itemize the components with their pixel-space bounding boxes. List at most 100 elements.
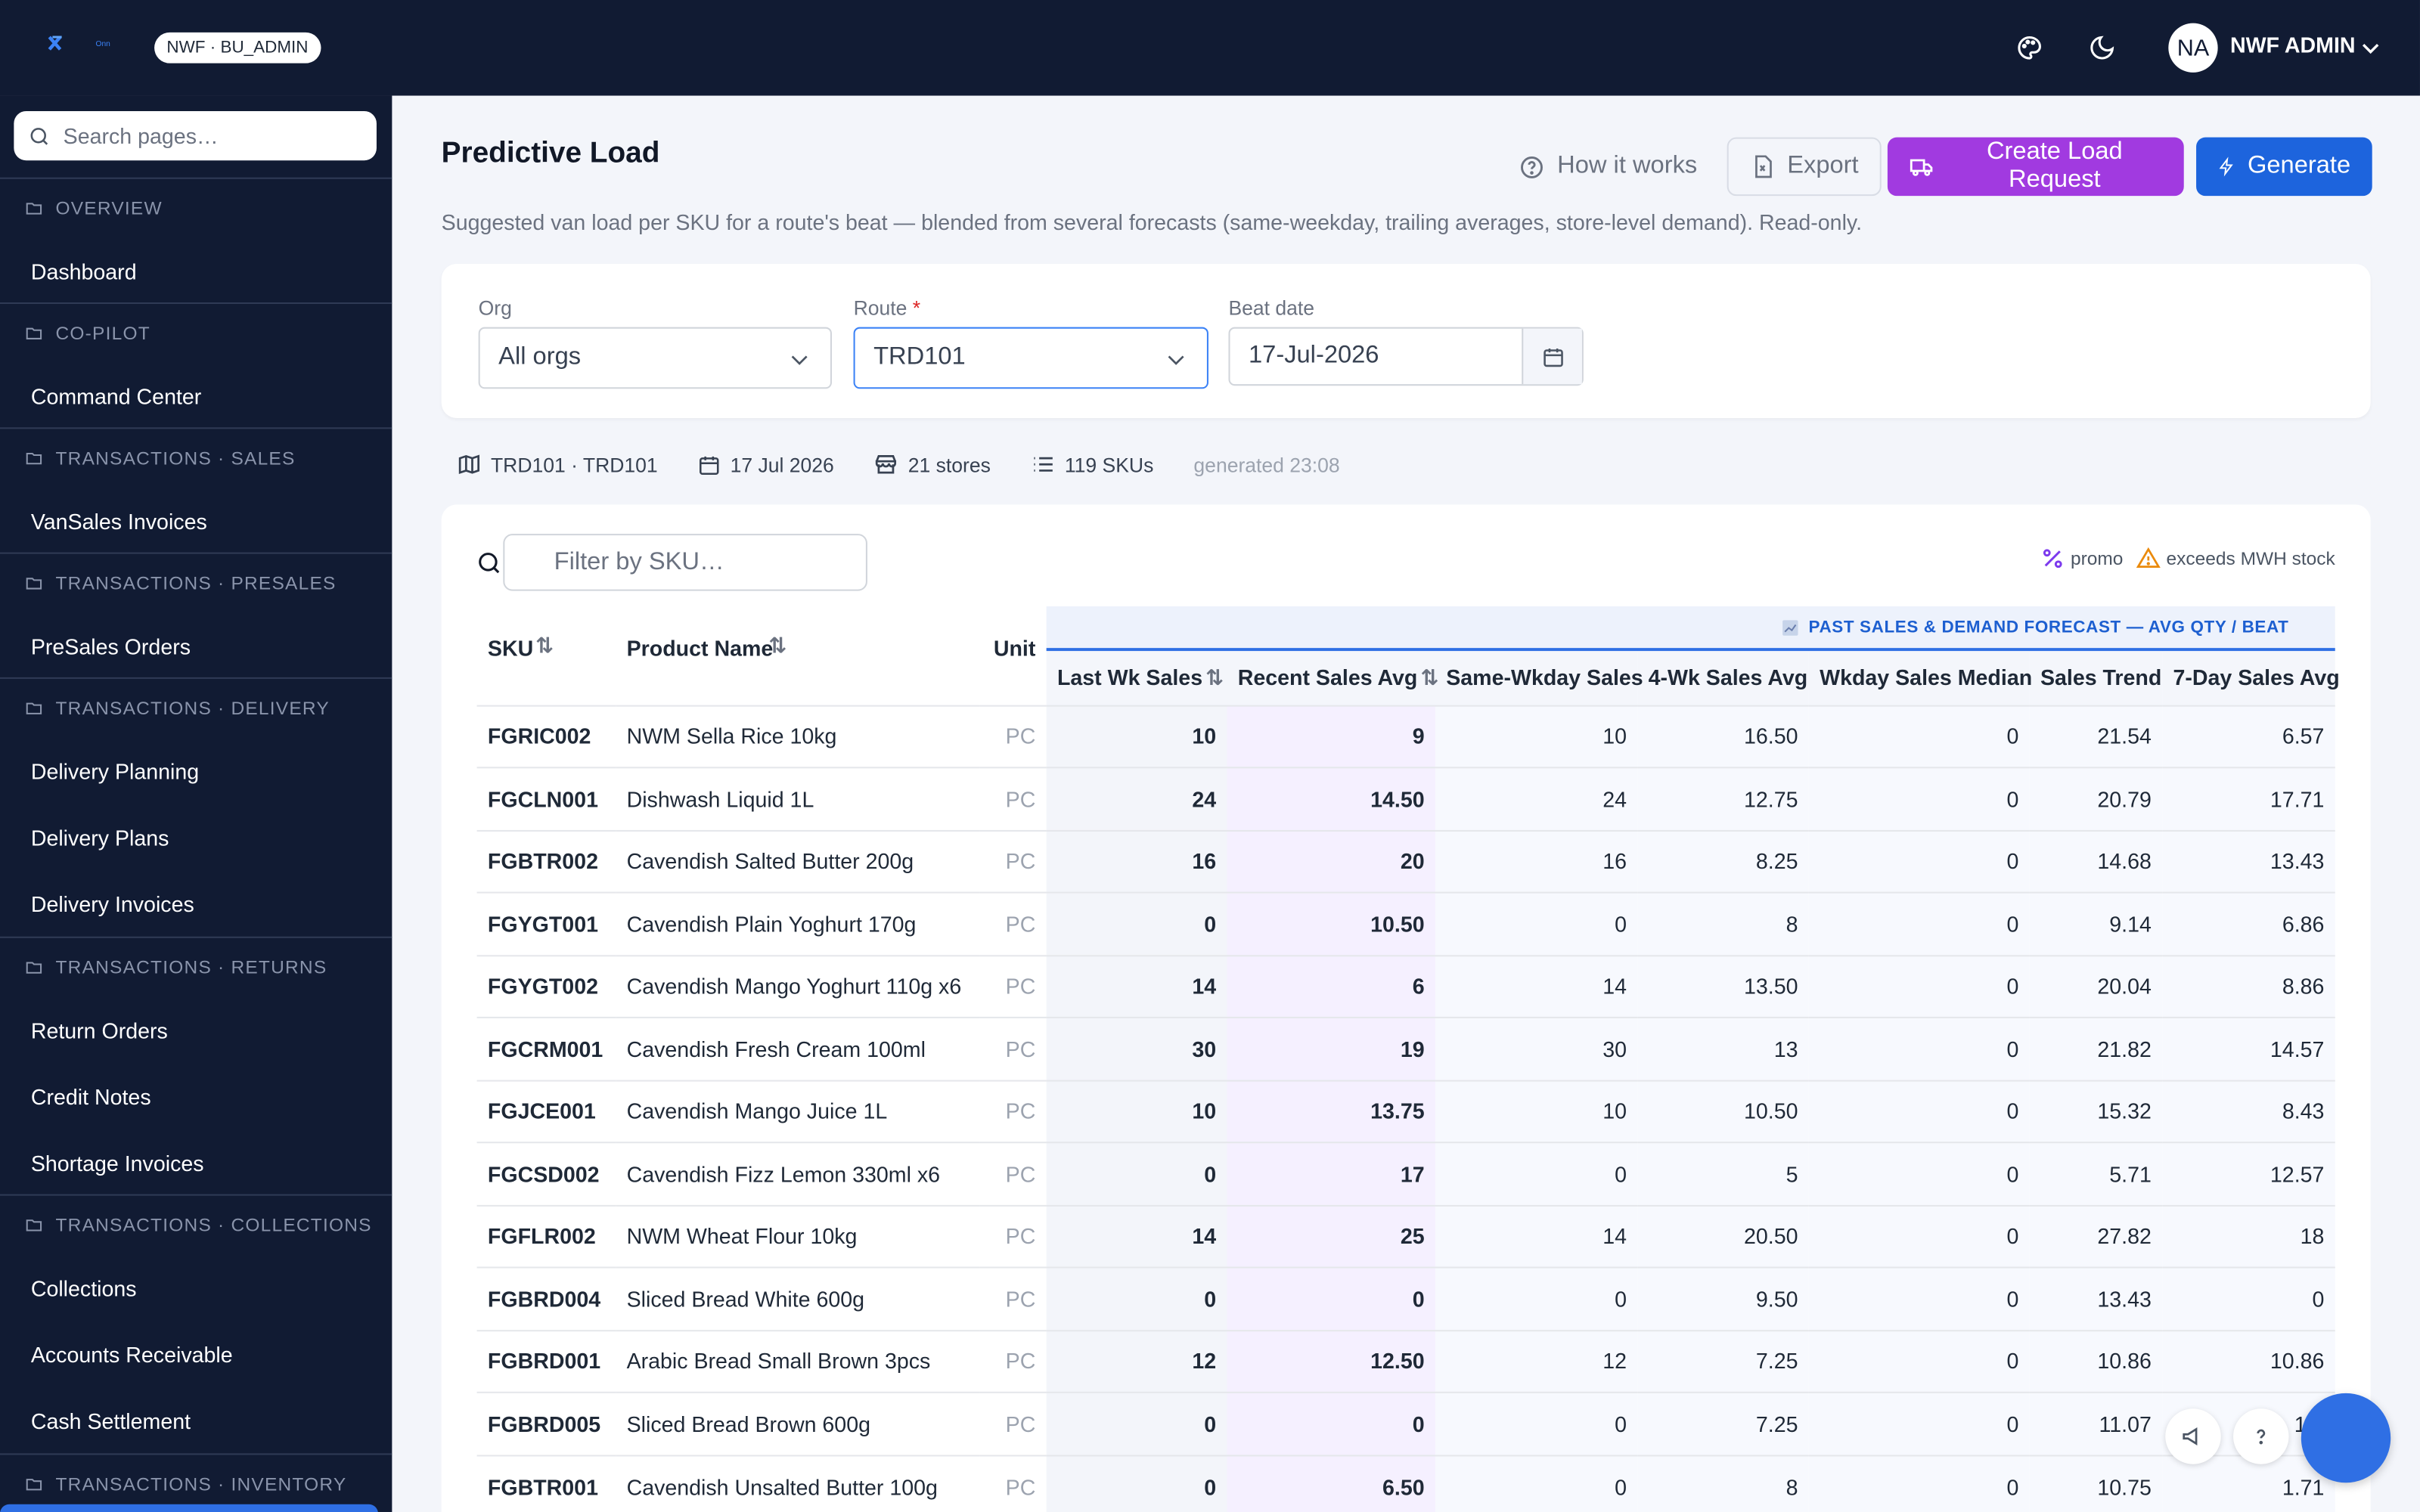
- table-row[interactable]: FGCRM001 Cavendish Fresh Cream 100ml PC 30 1…: [476, 1016, 2335, 1080]
- create-load-request-label: Create Load Request: [1986, 138, 2123, 194]
- percent-icon: [2043, 549, 2062, 569]
- sku-filter-input[interactable]: [503, 534, 867, 591]
- cell-sku: FGYGT001: [476, 891, 616, 956]
- sidebar-search[interactable]: [14, 110, 377, 161]
- cell-7day-sales-avg: 17.71: [2162, 767, 2335, 830]
- table-row[interactable]: FGYGT002 Cavendish Mango Yoghurt 110g x6 P…: [476, 954, 2335, 1018]
- org-select[interactable]: All orgs: [478, 327, 832, 389]
- sidebar-item-dashboard[interactable]: Dashboard: [30, 258, 137, 284]
- table-row[interactable]: FGBTR001 Cavendish Unsalted Butter 100g PC…: [476, 1454, 2335, 1512]
- sort-icon[interactable]: ⇅: [768, 632, 787, 658]
- cell-product-name: Cavendish Mango Juice 1L: [616, 1079, 980, 1143]
- section-title: TRANSACTIONS · INVENTORY: [55, 1473, 347, 1495]
- sidebar-item-credit-notes[interactable]: Credit Notes: [30, 1083, 151, 1109]
- sidebar-item-command-center[interactable]: Command Center: [30, 383, 202, 408]
- moon-icon[interactable]: [2083, 29, 2121, 67]
- cell-wkday-sales-median: 0: [1808, 1266, 2030, 1331]
- cell-unit: PC: [979, 1454, 1047, 1512]
- generate-button[interactable]: Generate: [2196, 137, 2372, 197]
- sidebar-item-collections[interactable]: Collections: [30, 1275, 137, 1300]
- sidebar-item-delivery-planning[interactable]: Delivery Planning: [30, 758, 200, 783]
- sort-icon[interactable]: ⇅: [1205, 665, 1224, 689]
- app-logo[interactable]: Onn: [46, 31, 123, 62]
- avatar[interactable]: NA: [2168, 23, 2218, 73]
- sku-filter[interactable]: [476, 534, 867, 591]
- cell-recent-sales-avg: 9: [1227, 704, 1435, 768]
- cell-product-name: Cavendish Plain Yoghurt 170g: [616, 891, 980, 956]
- cell-7day-sales-avg: 8.86: [2162, 954, 2335, 1018]
- cell-last-wk-sales: 0: [1046, 891, 1227, 956]
- route-value: TRD101: [873, 344, 966, 370]
- nav-section-collections: TRANSACTIONS · COLLECTIONS Collections A…: [0, 1194, 392, 1454]
- main-content: Predictive Load How it works Export Crea…: [392, 96, 2420, 1512]
- cell-7day-sales-avg: 14.57: [2162, 1016, 2335, 1080]
- table-legend: promo exceeds MWH stock: [2040, 546, 2335, 571]
- cell-same-wkday-sales: 16: [1435, 829, 1638, 893]
- sidebar-item-presales-orders[interactable]: PreSales Orders: [30, 633, 191, 658]
- sidebar-item-delivery-plans[interactable]: Delivery Plans: [30, 824, 169, 850]
- table-row[interactable]: FGBRD001 Arabic Bread Small Brown 3pcs PC 1…: [476, 1329, 2335, 1393]
- section-title: OVERVIEW: [55, 197, 163, 219]
- sidebar-item-delivery-invoices[interactable]: Delivery Invoices: [30, 891, 194, 916]
- cell-sales-trend: 10.86: [2029, 1329, 2163, 1393]
- svg-text:Onn: Onn: [96, 40, 110, 48]
- route-select[interactable]: TRD101: [853, 327, 1208, 389]
- cell-wkday-sales-median: 0: [1808, 829, 2030, 893]
- how-it-works-button[interactable]: How it works: [1506, 138, 1710, 197]
- table-row[interactable]: FGFLR002 NWM Wheat Flour 10kg PC 14 25 14 20.5…: [476, 1204, 2335, 1268]
- user-name[interactable]: NWF ADMIN: [2229, 32, 2356, 57]
- cell-sales-trend: 10.75: [2029, 1454, 2163, 1512]
- col-sku[interactable]: SKU: [487, 635, 534, 661]
- table-row[interactable]: FGJCE001 Cavendish Mango Juice 1L PC 10 13.7…: [476, 1079, 2335, 1143]
- active-nav-indicator[interactable]: [0, 1504, 378, 1512]
- beat-date-value[interactable]: 17-Jul-2026: [1249, 342, 1379, 369]
- sort-icon[interactable]: ⇅: [1420, 665, 1439, 689]
- announcements-button[interactable]: [2165, 1408, 2221, 1464]
- sidebar-item-shortage-invoices[interactable]: Shortage Invoices: [30, 1150, 204, 1176]
- cell-7day-sales-avg: 0: [2162, 1266, 2335, 1331]
- sort-icon[interactable]: ⇅: [535, 632, 554, 658]
- cell-sku: FGYGT002: [476, 954, 616, 1018]
- table-row[interactable]: FGBTR002 Cavendish Salted Butter 200g PC 16…: [476, 829, 2335, 893]
- chat-assistant-button[interactable]: [2301, 1393, 2391, 1483]
- cell-same-wkday-sales: 14: [1435, 1204, 1638, 1268]
- cell-last-wk-sales: 10: [1046, 1079, 1227, 1143]
- palette-icon[interactable]: [2011, 29, 2048, 67]
- sidebar-item-accounts-receivable[interactable]: Accounts Receivable: [30, 1341, 233, 1367]
- cell-4wk-sales-avg: 8.25: [1637, 829, 1809, 893]
- search-input[interactable]: [63, 123, 357, 148]
- table-row[interactable]: FGRIC002 NWM Sella Rice 10kg PC 10 9 10 16.50 0…: [476, 704, 2335, 768]
- cell-recent-sales-avg: 0: [1227, 1391, 1435, 1455]
- chevron-down-icon[interactable]: [2358, 36, 2383, 68]
- cell-unit: PC: [979, 891, 1047, 956]
- cell-7day-sales-avg: 6.86: [2162, 891, 2335, 956]
- folder-icon: [26, 702, 42, 714]
- beat-date-field[interactable]: 17-Jul-2026: [1228, 327, 1584, 386]
- cell-unit: PC: [979, 767, 1047, 830]
- cell-sku: FGFLR002: [476, 1204, 616, 1268]
- col-product-name[interactable]: Product Name: [626, 635, 774, 661]
- folder-icon: [26, 1479, 42, 1491]
- cell-same-wkday-sales: 0: [1435, 1391, 1638, 1455]
- cell-last-wk-sales: 12: [1046, 1329, 1227, 1393]
- folder-icon: [26, 578, 42, 590]
- search-icon: [479, 552, 500, 573]
- sidebar-item-cash-settlement[interactable]: Cash Settlement: [30, 1408, 191, 1433]
- col-last-wk-sales[interactable]: Last Wk Sales: [1056, 665, 1203, 689]
- megaphone-icon: [2183, 1427, 2198, 1445]
- export-button[interactable]: Export: [1727, 137, 1882, 197]
- folder-icon: [26, 452, 42, 465]
- table-row[interactable]: FGBRD005 Sliced Bread Brown 600g PC 0 0 0 7.25…: [476, 1391, 2335, 1455]
- table-row[interactable]: FGCLN001 Dishwash Liquid 1L PC 24 14.50 24 12.…: [476, 767, 2335, 830]
- cell-sales-trend: 27.82: [2029, 1204, 2163, 1268]
- nav-section-delivery: TRANSACTIONS · DELIVERY Delivery Plannin…: [0, 677, 392, 937]
- sidebar-item-return-orders[interactable]: Return Orders: [30, 1017, 168, 1043]
- sidebar-item-vansales-invoices[interactable]: VanSales Invoices: [30, 508, 207, 534]
- table-row[interactable]: FGBRD004 Sliced Bread White 600g PC 0 0 0 9.50…: [476, 1266, 2335, 1331]
- col-recent-sales-avg[interactable]: Recent Sales Avg: [1237, 665, 1418, 689]
- table-row[interactable]: FGCSD002 Cavendish Fizz Lemon 330ml x6 PC 0…: [476, 1142, 2335, 1205]
- create-load-request-button[interactable]: Create Load Request: [1887, 137, 2184, 197]
- help-button[interactable]: [2233, 1408, 2289, 1464]
- table-row[interactable]: FGYGT001 Cavendish Plain Yoghurt 170g PC 0 1…: [476, 891, 2335, 956]
- calendar-button[interactable]: [1522, 328, 1582, 385]
